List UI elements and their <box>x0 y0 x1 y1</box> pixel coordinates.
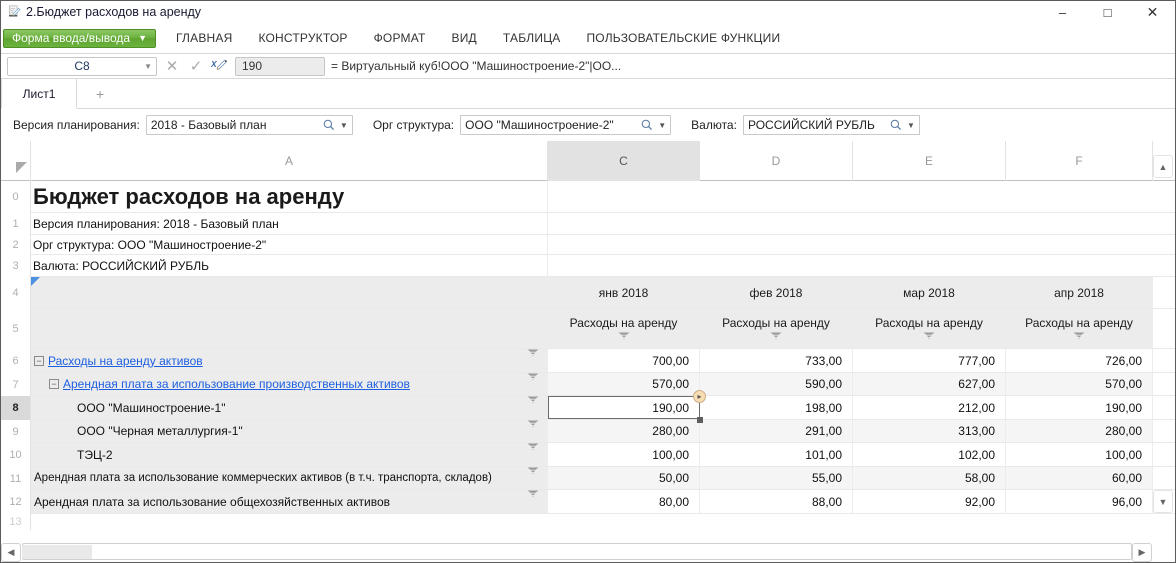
svg-text:X: X <box>211 59 218 69</box>
